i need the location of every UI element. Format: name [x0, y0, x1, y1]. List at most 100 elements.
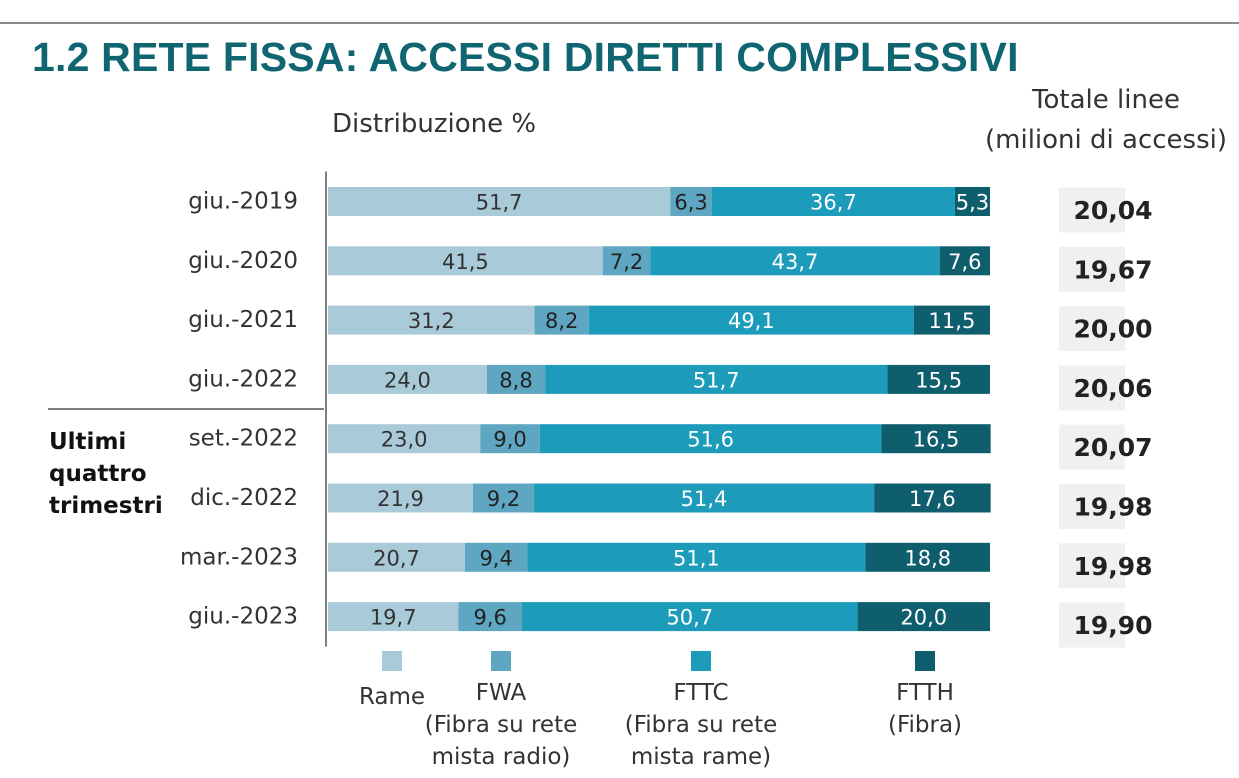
bar-segment-fttc	[711, 187, 955, 216]
legend-label: mista rame)	[631, 744, 771, 770]
data-label: 51,7	[693, 368, 740, 392]
top-rule	[0, 22, 1239, 24]
data-label: 15,5	[915, 368, 962, 392]
bar-segment-rame	[328, 424, 481, 454]
bar-segment-fwa	[480, 424, 540, 454]
bar-segment-rame	[328, 364, 487, 394]
data-label: 9,0	[493, 428, 526, 452]
data-label: 51,1	[673, 546, 720, 570]
data-label: 19,7	[370, 606, 417, 630]
data-label: 11,5	[929, 309, 976, 333]
total-box	[1059, 365, 1125, 411]
bar-segment-ftth	[881, 424, 991, 454]
legend-swatch-fwa	[491, 651, 511, 671]
bar-segment-ftth	[865, 542, 990, 572]
data-label: 20,0	[900, 606, 947, 630]
legend-swatch-rame	[382, 651, 402, 671]
legend-swatch-ftth	[915, 651, 935, 671]
totals-header-line-2: (milioni di accessi)	[985, 125, 1227, 155]
category-label: dic.-2022	[190, 485, 298, 511]
bar-segment-fwa	[465, 542, 528, 572]
total-box	[1059, 543, 1125, 589]
legend-label: (Fibra)	[888, 712, 962, 738]
legend-layer: Rame FWA (Fibra su rete mista radio) FTTC (Fi…	[359, 651, 962, 770]
bar-segment-fwa	[534, 305, 589, 335]
category-label: giu.-2019	[188, 189, 298, 215]
legend-label: FTTC	[673, 680, 728, 706]
bar-segment-rame	[328, 305, 535, 335]
data-label: 31,2	[408, 309, 455, 333]
legend-label: Rame	[359, 684, 425, 710]
bar-segment-fttc	[539, 424, 882, 454]
total-value: 20,06	[1073, 374, 1152, 403]
data-label: 9,6	[473, 606, 506, 630]
data-label: 17,6	[909, 487, 956, 511]
data-label: 51,6	[687, 428, 734, 452]
bar-segment-rame	[328, 483, 473, 513]
bar-segment-ftth	[954, 187, 990, 216]
bar-segment-rame	[328, 246, 603, 276]
totals-header: Totale linee (milioni di accessi)	[975, 80, 1237, 160]
total-box	[1059, 424, 1125, 470]
legend-label: (Fibra su rete	[625, 712, 778, 738]
legend-label: (Fibra su rete	[425, 712, 578, 738]
bar-segment-fwa	[472, 483, 534, 513]
category-label: mar.-2023	[180, 544, 298, 570]
group-label-line: trimestri	[49, 493, 163, 519]
total-box	[1059, 484, 1125, 529]
data-label: 5,3	[956, 191, 989, 215]
data-label: 24,0	[384, 368, 431, 392]
bar-segment-fttc	[527, 542, 866, 572]
bar-segment-ftth	[939, 246, 990, 276]
bar-segment-ftth	[913, 305, 990, 335]
chart-subtitle: Distribuzione %	[332, 109, 537, 139]
data-label: 7,2	[610, 250, 643, 274]
bar-segment-fttc	[533, 483, 875, 513]
total-box	[1059, 306, 1125, 352]
group-label-line: Ultimi	[49, 429, 126, 455]
category-label: giu.-2021	[188, 307, 298, 333]
total-box	[1059, 602, 1125, 648]
legend-swatch-fttc	[691, 651, 711, 671]
totals-header-line-1: Totale linee	[1032, 85, 1180, 115]
total-box	[1059, 246, 1125, 292]
data-label: 8,8	[499, 368, 532, 392]
bar-segment-ftth	[887, 364, 990, 394]
group-label-layer: Ultimi quattro trimestri	[49, 429, 163, 519]
totals-layer: 20,04 19,67 20,00 20,06 20,07 19,98 19,98 19,90	[1059, 187, 1153, 648]
data-label: 6,3	[674, 191, 707, 215]
total-value: 19,98	[1073, 493, 1152, 522]
bar-segment-fttc	[650, 246, 940, 276]
data-label: 50,7	[666, 606, 713, 630]
bars-layer	[328, 187, 991, 632]
data-label: 9,2	[487, 487, 520, 511]
bar-segment-fttc	[545, 364, 888, 394]
data-label: 36,7	[810, 191, 857, 215]
category-label: giu.-2023	[188, 604, 298, 630]
bar-segment-fwa	[670, 187, 712, 216]
data-label: 51,7	[476, 191, 523, 215]
category-label: giu.-2020	[188, 248, 298, 274]
total-value: 20,00	[1073, 315, 1152, 344]
data-label: 23,0	[381, 428, 428, 452]
data-label: 16,5	[913, 428, 960, 452]
total-box	[1059, 187, 1125, 233]
data-label: 51,4	[681, 487, 728, 511]
bar-segment-fwa	[458, 602, 522, 632]
total-value: 20,07	[1073, 433, 1152, 462]
bar-segment-ftth	[874, 483, 991, 513]
category-label: set.-2022	[189, 426, 298, 452]
total-value: 20,04	[1073, 196, 1152, 225]
legend-label: FWA	[476, 680, 527, 706]
data-label: 49,1	[728, 309, 775, 333]
data-label: 20,7	[373, 546, 420, 570]
labels-layer: 51,7 6,3 36,7 5,3 41,5 7,2 43,7 7,6 31,2 8,2 49,1 1…	[370, 191, 989, 630]
data-label: 8,2	[545, 309, 578, 333]
data-label: 43,7	[772, 250, 819, 274]
bar-segment-rame	[328, 602, 459, 632]
category-label: giu.-2022	[188, 366, 298, 392]
bar-segment-fttc	[521, 602, 858, 632]
bar-segment-rame	[328, 187, 671, 216]
bar-segment-fwa	[602, 246, 651, 276]
